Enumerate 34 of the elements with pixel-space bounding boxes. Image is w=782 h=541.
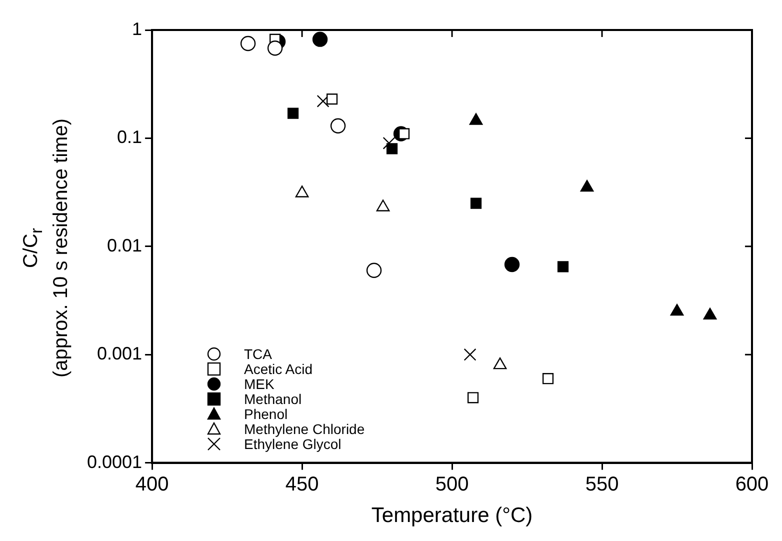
- point: [464, 348, 476, 361]
- point: [542, 373, 554, 384]
- y-tick-label: 1: [132, 18, 142, 39]
- point: [240, 36, 256, 52]
- point: [326, 94, 338, 105]
- y-tick-label: 0.0001: [86, 452, 142, 472]
- legend-label: Acetic Acid: [244, 360, 312, 376]
- y-tick-label: 0.01: [107, 235, 142, 256]
- point: [330, 118, 346, 134]
- point: [312, 32, 328, 47]
- y-tick-label: 0.1: [117, 127, 142, 148]
- x-tick-label: 500: [435, 473, 469, 496]
- x-tick-label: 600: [735, 473, 769, 496]
- point: [470, 198, 482, 209]
- x-axis-title: Temperature (°C): [371, 504, 533, 528]
- legend-label: TCA: [244, 346, 272, 362]
- point: [316, 94, 330, 108]
- point: [557, 261, 569, 272]
- point: [267, 40, 283, 56]
- y-tick-label: 0.001: [97, 344, 142, 364]
- x-tick-label: 550: [585, 473, 619, 496]
- point: [366, 262, 382, 278]
- point: [382, 136, 396, 150]
- legend-label: Methanol: [244, 390, 302, 406]
- point: [467, 392, 479, 404]
- legend-label: Phenol: [244, 406, 288, 422]
- point: [386, 143, 398, 154]
- legend-label: MEK: [244, 376, 274, 392]
- point: [504, 256, 520, 272]
- x-tick-label: 450: [285, 473, 319, 496]
- point: [287, 108, 299, 119]
- legend-label: Methylene Chloride: [244, 420, 365, 436]
- legend-label: Ethylene Glycol: [244, 436, 342, 452]
- x-tick-label: 400: [135, 473, 169, 496]
